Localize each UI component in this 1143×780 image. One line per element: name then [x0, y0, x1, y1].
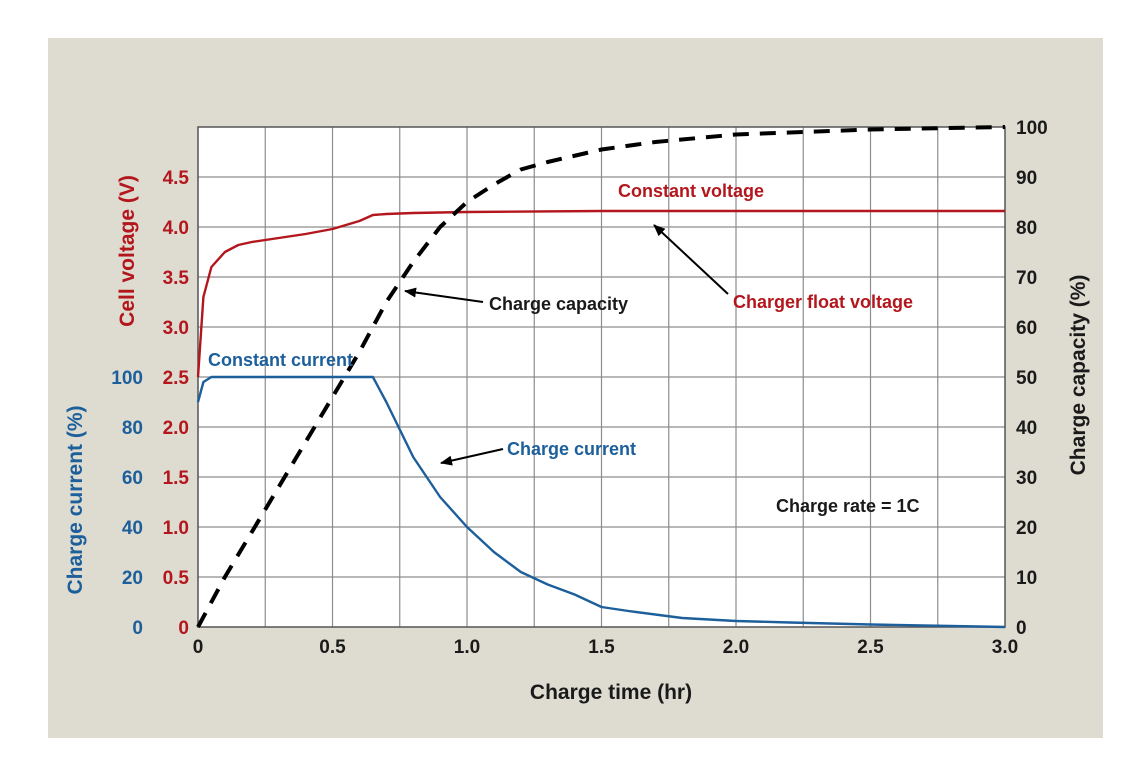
voltage-tick-label: 4.5: [163, 168, 190, 189]
voltage-tick-label: 1.0: [163, 518, 189, 539]
annotation-charge-rate: Charge rate = 1C: [776, 496, 920, 516]
voltage-tick-label: 4.0: [163, 218, 189, 239]
current-tick-label: 80: [122, 418, 143, 439]
capacity-tick-label: 50: [1016, 368, 1037, 389]
current-tick-label: 20: [122, 568, 143, 589]
capacity-tick-label: 90: [1016, 168, 1037, 189]
annotation-charge-current: Charge current: [507, 439, 636, 459]
capacity-tick-label: 80: [1016, 218, 1037, 239]
charge-capacity-arrow: [404, 287, 484, 303]
voltage-series-line: [196, 209, 1005, 378]
current-tick-label: 100: [111, 368, 143, 389]
voltage-tick-label: 3.5: [163, 268, 190, 289]
x-tick-label: 2.5: [857, 637, 884, 658]
capacity-tick-label: 20: [1016, 518, 1037, 539]
voltage-tick-label: 3.0: [163, 318, 189, 339]
annotation-constant-current: Constant current: [208, 350, 353, 370]
series-layer: [196, 125, 1006, 629]
capacity-tick-label: 60: [1016, 318, 1037, 339]
x-tick-label: 0.5: [319, 637, 346, 658]
voltage-tick-label: 2.5: [163, 368, 190, 389]
x-tick-label: 1.5: [588, 637, 615, 658]
capacity-tick-label: 30: [1016, 468, 1037, 489]
tick-labels: 0 0.5 1.0 1.5 2.0 2.5 3.000.51.01.52.02.53.03.…: [111, 118, 1047, 658]
current-tick-label: 0: [132, 618, 143, 639]
annotation-charge-capacity: Charge capacity: [489, 294, 628, 314]
x-axis-label: Charge time (hr): [530, 681, 692, 704]
capacity-tick-label: 0: [1016, 618, 1027, 639]
annotation-constant-voltage: Constant voltage: [618, 181, 764, 201]
current-axis-label: Charge current (%): [64, 405, 87, 594]
voltage-axis-label: Cell voltage (V): [116, 175, 139, 327]
capacity-tick-label: 100: [1016, 118, 1048, 139]
capacity-series-line: [196, 125, 1006, 628]
capacity-tick-label: 70: [1016, 268, 1037, 289]
charge-current-arrow: [440, 448, 504, 466]
x-tick-label: 1.0: [454, 637, 480, 658]
voltage-tick-label: 0: [178, 618, 189, 639]
annotation-charger-float-voltage: Charger float voltage: [733, 292, 913, 312]
current-tick-label: 60: [122, 468, 143, 489]
voltage-tick-label: 1.5: [163, 468, 190, 489]
x-tick-label: 3.0: [992, 637, 1018, 658]
capacity-tick-label: 10: [1016, 568, 1037, 589]
voltage-tick-label: 2.0: [163, 418, 189, 439]
charger-float-voltage-arrow: [653, 224, 729, 295]
current-series-line: [196, 375, 1006, 629]
current-tick-label: 40: [122, 518, 143, 539]
voltage-tick-label: 0.5: [163, 568, 190, 589]
x-tick-label: 0: [193, 637, 204, 658]
capacity-tick-label: 40: [1016, 418, 1037, 439]
x-tick-label: 2.0: [723, 637, 749, 658]
capacity-axis-label: Charge capacity (%): [1067, 275, 1090, 476]
